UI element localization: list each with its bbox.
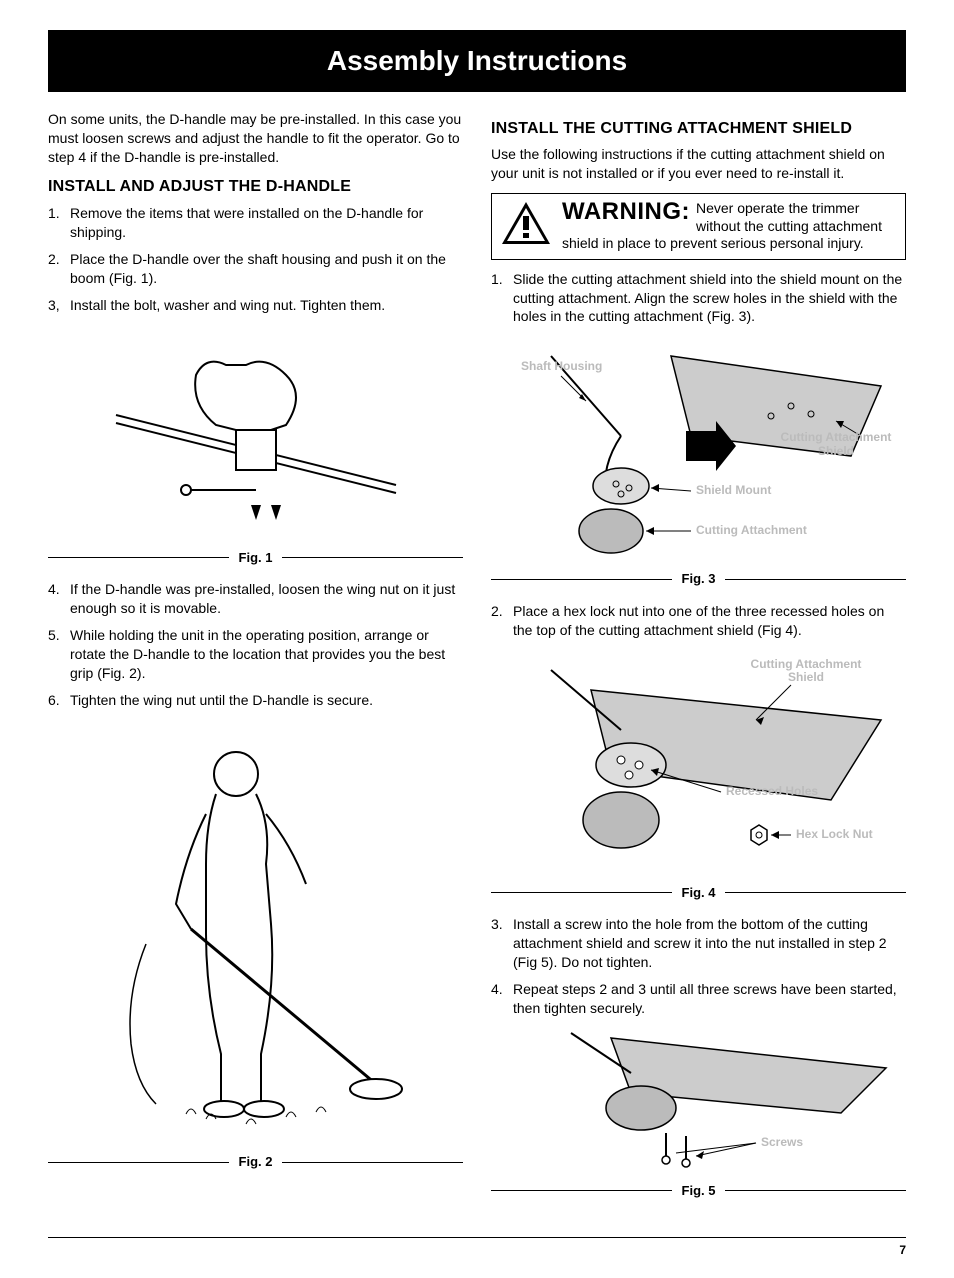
list-item: 1.Remove the items that were installed o… [48,204,463,242]
page-footer: 7 [48,1237,906,1258]
left-column: On some units, the D-handle may be pre-i… [48,110,463,1213]
figure-3-caption: Fig. 3 [491,570,906,588]
shield-steps-c: 3.Install a screw into the hole from the… [491,915,906,1017]
figure-1-image [48,325,463,545]
label-hex-nut: Hex Lock Nut [796,828,873,841]
figure-5-caption: Fig. 5 [491,1182,906,1200]
list-item: 2.Place the D-handle over the shaft hous… [48,250,463,288]
d-handle-heading: INSTALL AND ADJUST THE D-HANDLE [48,176,463,198]
figure-2-image [48,719,463,1149]
figure-4-image: Cutting Attachment Shield Recessed Holes… [491,650,906,880]
d-handle-steps-b: 4.If the D-handle was pre-installed, loo… [48,580,463,709]
figure-1-caption: Fig. 1 [48,549,463,567]
label-recessed-holes: Recessed Holes [726,785,818,798]
shield-heading: INSTALL THE CUTTING ATTACHMENT SHIELD [491,118,906,140]
figure-4-caption: Fig. 4 [491,884,906,902]
figure-3-image: Shaft Housing Cutting Attachment Shield … [491,336,906,566]
list-item: 5.While holding the unit in the operatin… [48,626,463,683]
label-shield: Cutting Attachment Shield [776,431,896,457]
list-item: 6.Tighten the wing nut until the D-handl… [48,691,463,710]
list-item: 4.If the D-handle was pre-installed, loo… [48,580,463,618]
label-shield: Cutting Attachment Shield [746,658,866,684]
d-handle-steps-a: 1.Remove the items that were installed o… [48,204,463,314]
page-title-bar: Assembly Instructions [48,30,906,92]
label-shaft-housing: Shaft Housing [521,360,602,373]
list-item: 3,Install the bolt, washer and wing nut.… [48,296,463,315]
warning-icon [500,200,552,246]
figure-4: Cutting Attachment Shield Recessed Holes… [491,650,906,902]
warning-label: WARNING: [562,200,690,224]
page-number: 7 [899,1243,906,1257]
warning-text: WARNING: Never operate the trimmer witho… [562,200,897,253]
figure-3: Shaft Housing Cutting Attachment Shield … [491,336,906,588]
figure-2: Fig. 2 [48,719,463,1171]
content-columns: On some units, the D-handle may be pre-i… [48,110,906,1213]
figure-5-image: Screws [491,1028,906,1178]
list-item: 4.Repeat steps 2 and 3 until all three s… [491,980,906,1018]
shield-steps-a: 1.Slide the cutting attachment shield in… [491,270,906,327]
label-shield-mount: Shield Mount [696,484,771,497]
label-cutting-attachment: Cutting Attachment [696,524,807,537]
right-column: INSTALL THE CUTTING ATTACHMENT SHIELD Us… [491,110,906,1213]
warning-box: WARNING: Never operate the trimmer witho… [491,193,906,260]
shield-steps-b: 2.Place a hex lock nut into one of the t… [491,602,906,640]
left-intro: On some units, the D-handle may be pre-i… [48,110,463,167]
figure-1: Fig. 1 [48,325,463,567]
label-screws: Screws [761,1136,803,1149]
page-title: Assembly Instructions [327,45,627,76]
list-item: 1.Slide the cutting attachment shield in… [491,270,906,327]
figure-2-caption: Fig. 2 [48,1153,463,1171]
right-intro: Use the following instructions if the cu… [491,145,906,183]
figure-5: Screws Fig. 5 [491,1028,906,1200]
list-item: 3.Install a screw into the hole from the… [491,915,906,972]
list-item: 2.Place a hex lock nut into one of the t… [491,602,906,640]
